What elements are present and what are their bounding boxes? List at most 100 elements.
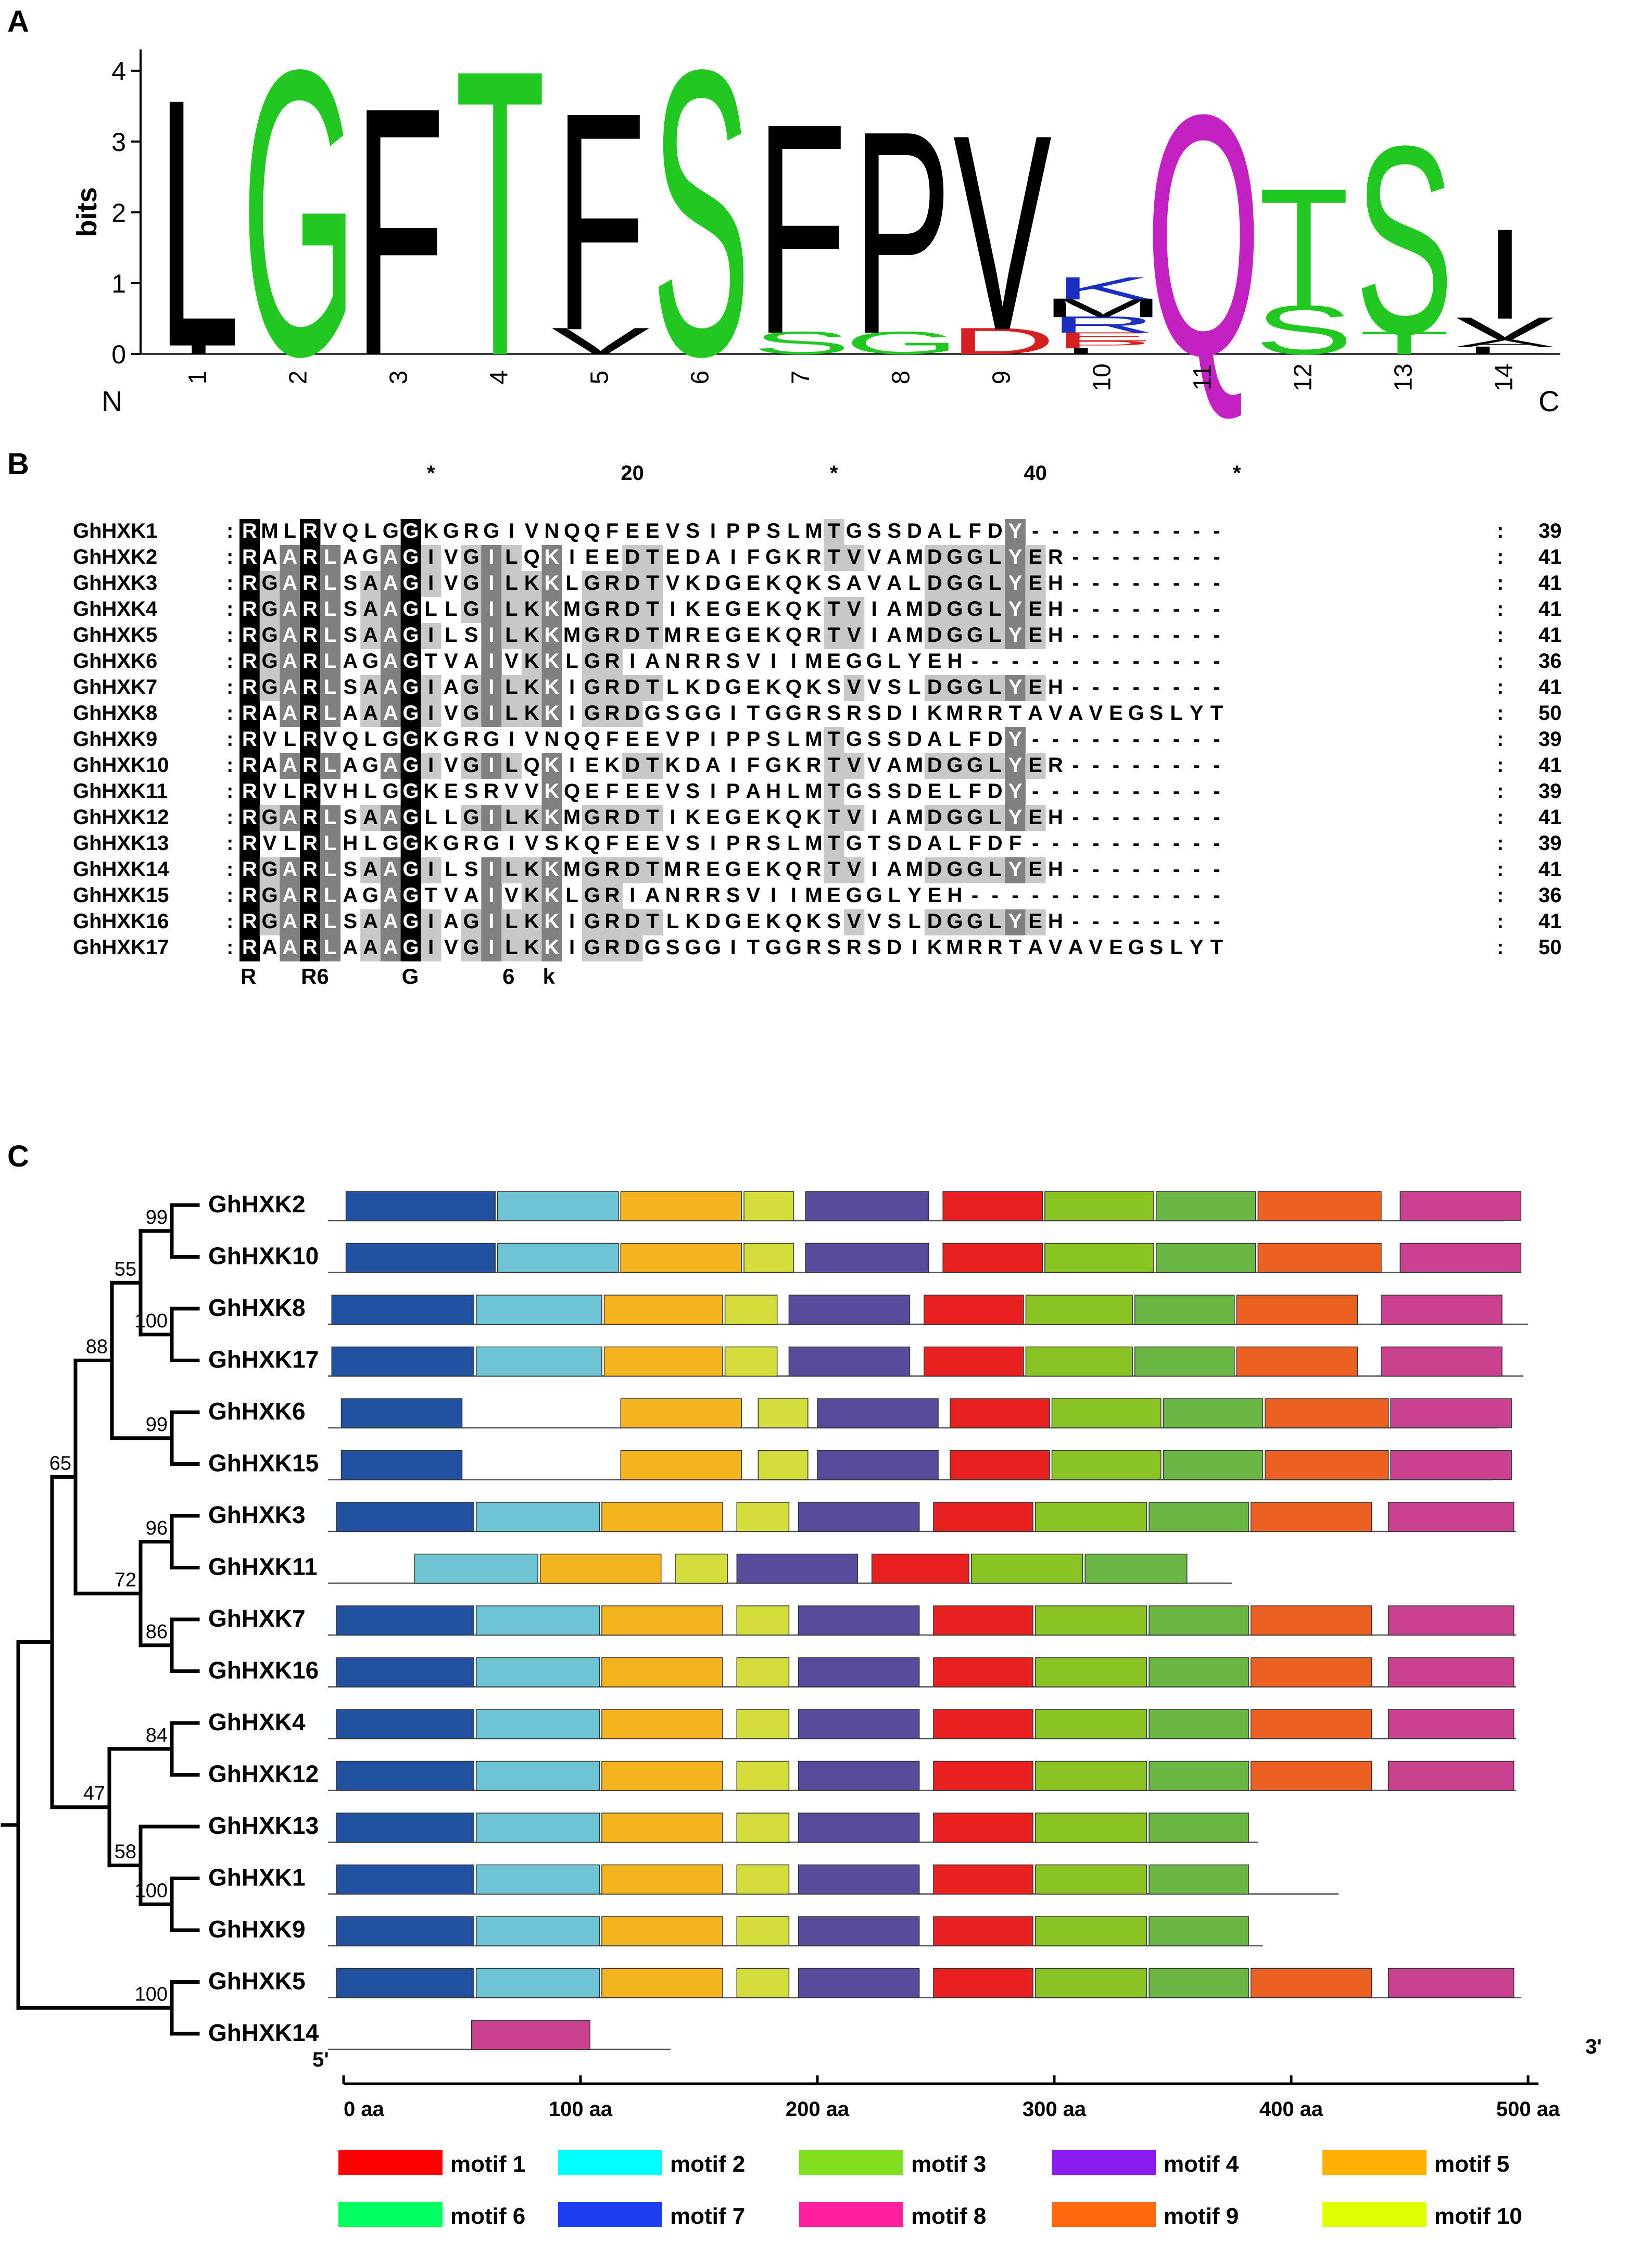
motif-box xyxy=(798,1968,920,1998)
alignment-residue: A xyxy=(363,624,378,647)
alignment-residue: R xyxy=(967,936,982,959)
alignment-residue: I xyxy=(791,650,797,673)
alignment-residue: T xyxy=(827,858,840,881)
alignment-shade xyxy=(421,675,441,701)
motif-box xyxy=(1051,1398,1162,1428)
alignment-shade xyxy=(239,545,260,571)
alignment-residue: S xyxy=(666,702,680,725)
alignment-shade xyxy=(380,805,401,831)
alignment-shade xyxy=(239,597,260,623)
alignment-residue: - xyxy=(1213,806,1220,829)
alignment-residue: G xyxy=(967,624,983,647)
alignment-residue: - xyxy=(1153,728,1159,751)
motif-box xyxy=(340,1450,463,1480)
alignment-residue: R xyxy=(302,728,318,751)
motif-box xyxy=(601,1760,723,1791)
alignment-residue: D xyxy=(988,780,1003,803)
alignment-residue: K xyxy=(423,520,438,542)
alignment-length: 39 xyxy=(1538,780,1562,803)
alignment-consensus: R6 xyxy=(301,964,329,989)
motif-box xyxy=(601,1605,723,1636)
legend-label: motif 3 xyxy=(911,2151,986,2177)
alignment-residue: E xyxy=(747,624,761,647)
alignment-residue: S xyxy=(867,520,881,542)
alignment-residue: S xyxy=(827,676,841,699)
alignment-residue: G xyxy=(443,728,459,751)
motif-box xyxy=(1035,1864,1147,1895)
alignment-residue: L xyxy=(505,858,518,881)
alignment-residue: - xyxy=(1173,520,1180,542)
alignment-residue: G xyxy=(645,702,661,725)
alignment-residue: T xyxy=(868,832,880,855)
alignment-shade xyxy=(421,545,441,571)
alignment-residue: - xyxy=(1132,884,1139,907)
alignment-residue: M xyxy=(946,936,963,959)
alignment-residue: - xyxy=(1193,650,1200,673)
alignment-residue: G xyxy=(463,546,479,568)
alignment-shade xyxy=(582,909,603,935)
gene-label: GhHXK16 xyxy=(208,1657,319,1684)
alignment-residue: Y xyxy=(1008,858,1023,881)
alignment-residue: I xyxy=(488,806,494,829)
alignment-residue: A xyxy=(282,858,297,881)
alignment-residue: G xyxy=(261,910,277,933)
alignment-seq-name: GhHXK2 xyxy=(73,546,157,568)
alignment-residue: K xyxy=(564,832,579,855)
motif-box xyxy=(1236,1295,1358,1325)
alignment-residue: Y xyxy=(1190,936,1204,959)
alignment-residue: T xyxy=(646,858,659,881)
alignment-residue: - xyxy=(1092,754,1099,777)
alignment-shade xyxy=(239,623,260,649)
alignment-residue: R xyxy=(806,858,822,881)
alignment-residue: - xyxy=(1052,728,1059,751)
alignment-residue: Q xyxy=(564,520,580,542)
motif-box xyxy=(497,1243,619,1273)
alignment-shade xyxy=(400,519,421,545)
logo-letter: V xyxy=(551,320,650,362)
alignment-residue: Y xyxy=(1008,780,1023,803)
alignment-shade xyxy=(380,935,401,961)
alignment-residue: - xyxy=(1213,884,1220,907)
motif-box xyxy=(1390,1398,1512,1428)
motif-box xyxy=(971,1553,1083,1584)
alignment-residue: L xyxy=(949,780,961,803)
alignment-residue: L xyxy=(364,520,376,542)
motif-box xyxy=(1387,1760,1515,1791)
alignment-residue: S xyxy=(686,780,700,803)
alignment-residue: V xyxy=(444,936,458,959)
alignment-shade xyxy=(239,935,260,961)
alignment-residue: - xyxy=(1072,676,1079,699)
logo-letter: M xyxy=(1041,293,1164,323)
alignment-shade xyxy=(501,597,522,623)
alignment-shade xyxy=(280,675,300,701)
alignment-residue: - xyxy=(1092,884,1099,907)
alignment-residue: G xyxy=(362,754,379,777)
alignment-residue: - xyxy=(1193,780,1200,803)
aa-axis-label: 200 aa xyxy=(786,2098,850,2121)
alignment-residue: A xyxy=(343,884,358,907)
motif-box xyxy=(340,1398,463,1428)
alignment-shade xyxy=(481,649,502,675)
alignment-residue: - xyxy=(1113,754,1119,777)
alignment-shade xyxy=(824,545,844,571)
alignment-residue: G xyxy=(383,832,399,855)
alignment-shade xyxy=(1025,623,1046,649)
alignment-residue: - xyxy=(1173,624,1180,647)
motif-box xyxy=(476,1346,602,1377)
alignment-separator: : xyxy=(226,624,233,647)
alignment-shade xyxy=(400,805,421,831)
logo-letter: T xyxy=(455,0,545,440)
alignment-residue: - xyxy=(992,884,999,907)
motif-box xyxy=(601,1709,723,1739)
alignment-shade xyxy=(944,857,965,883)
bootstrap-value: 86 xyxy=(146,1621,168,1643)
alignment-residue: G xyxy=(685,702,701,725)
alignment-residue: F xyxy=(1009,832,1021,855)
alignment-residue: A xyxy=(444,910,459,933)
logo-y-tick-label: 1 xyxy=(111,269,126,298)
alignment-shade xyxy=(541,909,562,935)
alignment-residue: V xyxy=(444,650,458,673)
alignment-shade xyxy=(280,545,300,571)
alignment-residue: Q xyxy=(786,858,802,881)
alignment-shade xyxy=(259,805,280,831)
